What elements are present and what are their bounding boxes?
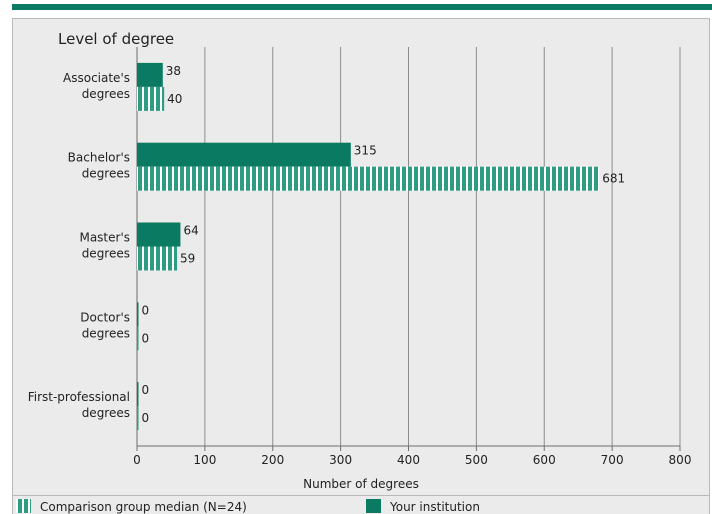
data-label-comparison-median: 59 <box>180 252 195 266</box>
bar-comparison-median <box>137 406 139 431</box>
category-label-line: degrees <box>82 167 130 181</box>
x-tick-label: 600 <box>533 453 556 467</box>
x-tick-label: 100 <box>193 453 216 467</box>
category-label-line: degrees <box>82 406 130 420</box>
category-label-line: degrees <box>82 87 130 101</box>
x-tick-label: 0 <box>133 453 141 467</box>
bar-your-institution <box>137 382 139 407</box>
legend-panel <box>12 495 710 514</box>
data-label-comparison-median: 0 <box>142 411 150 425</box>
data-label-your-institution: 0 <box>142 303 150 317</box>
legend-swatch <box>366 499 381 513</box>
data-label-comparison-median: 40 <box>167 92 182 106</box>
data-label-comparison-median: 681 <box>602 172 625 186</box>
category-label: First-professional degrees <box>28 390 130 420</box>
bars <box>137 62 600 431</box>
bar-comparison-median <box>137 246 178 271</box>
legend-label: Comparison group median (N=24) <box>40 500 247 514</box>
category-label: Bachelor's degrees <box>68 151 130 181</box>
legend-label: Your institution <box>389 500 480 514</box>
category-label: Master's degrees <box>79 231 130 261</box>
category-label: Doctor's degrees <box>80 310 130 340</box>
data-label-comparison-median: 0 <box>142 331 150 345</box>
x-tick-label: 400 <box>397 453 420 467</box>
data-label-your-institution: 0 <box>142 383 150 397</box>
bar-comparison-median <box>137 326 139 351</box>
category-label-line: Bachelor's <box>68 151 130 165</box>
x-tick-label: 200 <box>261 453 284 467</box>
legend: Comparison group median (N=24) Your insti… <box>16 499 480 514</box>
data-label-your-institution: 38 <box>166 64 181 78</box>
x-tick-label: 700 <box>601 453 624 467</box>
category-label-line: degrees <box>82 326 130 340</box>
header-accent-bar <box>12 4 712 10</box>
bar-comparison-median <box>137 86 165 111</box>
bar-your-institution <box>137 142 351 167</box>
category-label-line: degrees <box>82 247 130 261</box>
x-tick-label: 300 <box>329 453 352 467</box>
category-label-line: Doctor's <box>80 310 130 324</box>
bar-your-institution <box>137 62 163 87</box>
chart-panel <box>12 18 710 496</box>
x-axis-title: Number of degrees <box>303 477 419 491</box>
x-tick-label: 500 <box>465 453 488 467</box>
bar-your-institution <box>137 302 139 327</box>
category-label-line: Associate's <box>63 71 130 85</box>
x-tick-label: 800 <box>669 453 692 467</box>
gridlines <box>136 47 681 451</box>
data-label-your-institution: 64 <box>183 224 198 238</box>
bar-comparison-median <box>137 166 600 191</box>
category-label: Associate's degrees <box>63 71 130 101</box>
category-label-line: First-professional <box>28 390 130 404</box>
category-label-line: Master's <box>79 231 130 245</box>
data-label-your-institution: 315 <box>354 144 377 158</box>
bar-your-institution <box>137 222 181 247</box>
legend-swatch <box>16 499 31 513</box>
chart-title: Level of degree <box>58 30 174 48</box>
